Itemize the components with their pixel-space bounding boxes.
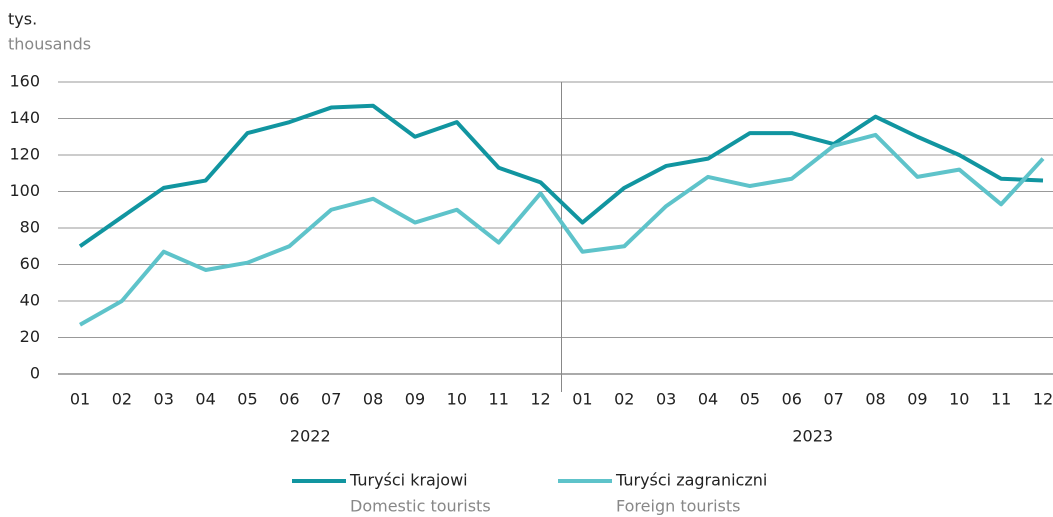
y-tick-label: 60: [20, 254, 40, 273]
x-tick-label: 08: [865, 390, 885, 409]
x-tick-label: 02: [112, 390, 132, 409]
x-tick-label: 02: [614, 390, 634, 409]
x-tick-label: 06: [279, 390, 299, 409]
y-tick-label: 100: [9, 181, 40, 200]
x-tick-label: 11: [991, 390, 1011, 409]
x-tick-label: 06: [782, 390, 802, 409]
x-tick-label: 05: [740, 390, 760, 409]
y-tick-label: 80: [20, 218, 40, 237]
y-tick-label: 40: [20, 291, 40, 310]
x-tick-label: 12: [530, 390, 550, 409]
x-tick-label: 01: [572, 390, 592, 409]
legend-label: Turyści krajowi: [349, 471, 468, 490]
legend-label: Turyści zagraniczni: [615, 471, 767, 490]
x-tick-label: 10: [949, 390, 969, 409]
x-tick-label: 10: [447, 390, 467, 409]
x-tick-label: 04: [195, 390, 215, 409]
y-tick-label: 140: [9, 108, 40, 127]
legend-label-en: Domestic tourists: [350, 497, 491, 516]
x-tick-label: 11: [489, 390, 509, 409]
y-tick-label: 160: [9, 72, 40, 91]
y-axis-label-en: thousands: [8, 35, 91, 54]
x-tick-label: 04: [698, 390, 718, 409]
x-tick-label: 07: [823, 390, 843, 409]
x-tick-label: 07: [321, 390, 341, 409]
x-tick-label: 12: [1033, 390, 1053, 409]
year-label: 2023: [792, 427, 833, 446]
y-tick-label: 0: [30, 364, 40, 383]
x-tick-label: 09: [405, 390, 425, 409]
legend-label-en: Foreign tourists: [616, 497, 741, 516]
y-tick-label: 120: [9, 145, 40, 164]
series-line: [78, 103, 1044, 248]
x-tick-label: 03: [656, 390, 676, 409]
x-tick-label: 09: [907, 390, 927, 409]
x-tick-label: 01: [70, 390, 90, 409]
y-axis-label: tys.: [8, 10, 37, 29]
series-line: [79, 132, 1045, 327]
x-tick-label: 03: [154, 390, 174, 409]
year-label: 2022: [290, 427, 331, 446]
y-tick-label: 20: [20, 327, 40, 346]
x-tick-label: 08: [363, 390, 383, 409]
x-tick-label: 05: [237, 390, 257, 409]
